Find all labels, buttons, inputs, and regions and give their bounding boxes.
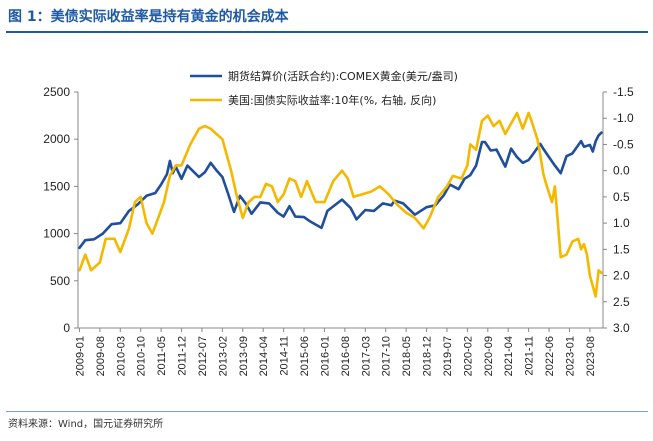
x-tick-label: 2011-05 <box>156 336 168 376</box>
x-tick-label: 2019-07 <box>442 336 454 376</box>
x-tick-label: 2017-03 <box>360 336 372 376</box>
x-tick-label: 2009-01 <box>74 336 86 376</box>
y-right-tick-label: -0.5 <box>613 137 634 151</box>
x-tick-label: 2021-04 <box>503 336 515 376</box>
y-left-tick-label: 1000 <box>43 227 70 241</box>
y-left-tick-label: 0 <box>63 321 70 335</box>
y-left-tick-label: 2000 <box>43 132 70 146</box>
x-tick-label: 2018-12 <box>422 336 434 376</box>
series-layer <box>78 111 603 298</box>
x-tick-label: 2016-08 <box>340 336 352 376</box>
title-rule <box>6 31 648 33</box>
x-tick-label: 2023-08 <box>585 336 597 376</box>
real-yield-line <box>78 111 603 298</box>
plot-frame <box>77 92 604 329</box>
x-tick-label: 2020-02 <box>462 336 474 376</box>
x-tick-label: 2018-05 <box>401 336 413 376</box>
x-tick-label: 2016-01 <box>319 336 331 376</box>
y-left-tick-label: 2500 <box>43 85 70 99</box>
x-tick-label: 2015-06 <box>299 336 311 376</box>
y-right-tick-label: 1.5 <box>613 242 630 256</box>
x-tick-label: 2013-02 <box>217 336 229 376</box>
axes-layer: 0 500 1000 1500 2000 2500 -1.5 -1.0 -0.5 0.0 0.5 1.… <box>43 85 634 376</box>
x-tick-label: 2022-06 <box>544 336 556 376</box>
y-right-tick-label: -1.5 <box>613 85 634 99</box>
source-rule <box>6 411 648 412</box>
legend: 期货结算价(活跃合约):COMEX黄金(美元/盎司) 美国:国债实际收益率:10年… <box>190 69 458 107</box>
x-tick-label: 2023-01 <box>564 336 576 376</box>
x-tick-label: 2017-10 <box>381 336 393 376</box>
legend-label: 期货结算价(活跃合约):COMEX黄金(美元/盎司) <box>228 69 458 83</box>
y-left-tick-label: 1500 <box>43 179 70 193</box>
x-tick-label: 2020-09 <box>483 336 495 376</box>
figure-title: 图 1：美债实际收益率是持有黄金的机会成本 <box>8 9 289 25</box>
x-tick-label: 2010-10 <box>136 336 148 376</box>
x-tick-label: 2021-11 <box>524 336 536 376</box>
x-tick-label: 2012-07 <box>197 336 209 376</box>
source-note: 资料来源：Wind，国元证券研究所 <box>8 419 164 430</box>
x-tick-label: 2009-08 <box>95 336 107 376</box>
x-tick-label: 2010-03 <box>115 336 127 376</box>
legend-label: 美国:国债实际收益率:10年(%, 右轴, 反向) <box>228 93 436 107</box>
y-right-tick-label: 2.0 <box>613 269 630 283</box>
gold-futures-line <box>78 131 603 250</box>
y-left-tick-label: 500 <box>50 274 70 288</box>
y-right-tick-label: 2.5 <box>613 295 630 309</box>
y-right-tick-label: 1.0 <box>613 216 630 230</box>
x-tick-label: 2013-09 <box>238 336 250 376</box>
x-tick-label: 2014-04 <box>258 336 270 376</box>
x-tick-label: 2014-11 <box>279 336 291 376</box>
y-right-tick-label: -1.0 <box>613 111 634 125</box>
y-right-tick-label: 3.0 <box>613 321 630 335</box>
y-right-tick-label: 0.5 <box>613 190 630 204</box>
y-right-tick-label: 0.0 <box>613 164 630 178</box>
x-tick-label: 2011-12 <box>177 336 189 376</box>
